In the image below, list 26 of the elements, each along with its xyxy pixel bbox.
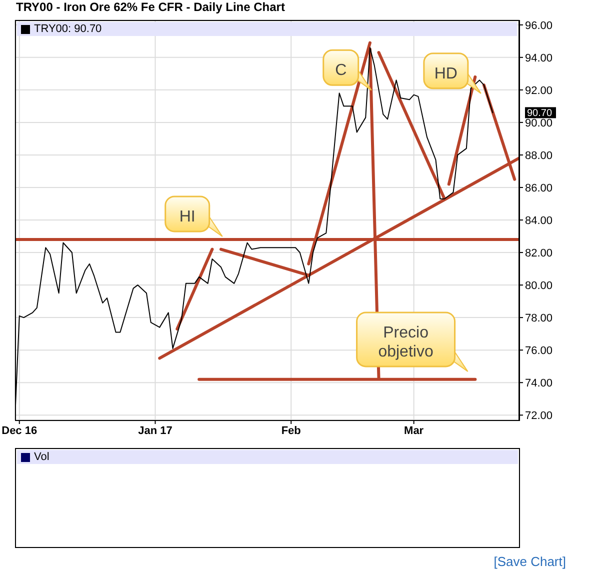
y-tick-label: 84.00 — [525, 214, 553, 227]
y-tick-label: 80.00 — [525, 280, 553, 292]
y-tick-label: 86.00 — [525, 182, 553, 194]
x-tick-label: Mar — [404, 424, 424, 437]
y-tick-label: 82.00 — [525, 247, 553, 260]
x-tick-label: Dec 16 — [2, 424, 38, 437]
annotation: C — [335, 62, 347, 80]
text: Vol — [34, 451, 50, 463]
y-tick-label: 92.00 — [525, 84, 553, 97]
text: [Save Chart] — [494, 554, 566, 569]
y-tick-label: 94.00 — [525, 52, 553, 64]
y-tick-label: 72.00 — [525, 410, 553, 422]
text: 90.70 — [527, 108, 552, 120]
legend-label: TRY00: 90.70 — [34, 23, 102, 35]
y-tick-label: 78.00 — [525, 312, 553, 324]
chart-title: TRY00 - Iron Ore 62% Fe CFR - Daily Line Chart — [16, 0, 285, 14]
y-tick-label: 96.00 — [525, 20, 553, 32]
y-tick-label: 90.00 — [525, 117, 553, 130]
y-tick-label: 88.00 — [525, 150, 553, 162]
x-tick-label: Feb — [281, 424, 302, 437]
annotation: HD — [434, 65, 458, 82]
annotation: HI — [179, 208, 196, 226]
x-tick-label: Jan 17 — [138, 424, 172, 437]
y-tick-label: 74.00 — [525, 378, 553, 390]
annotation: Precio objetivo — [378, 324, 434, 360]
y-tick-label: 76.00 — [525, 344, 553, 357]
